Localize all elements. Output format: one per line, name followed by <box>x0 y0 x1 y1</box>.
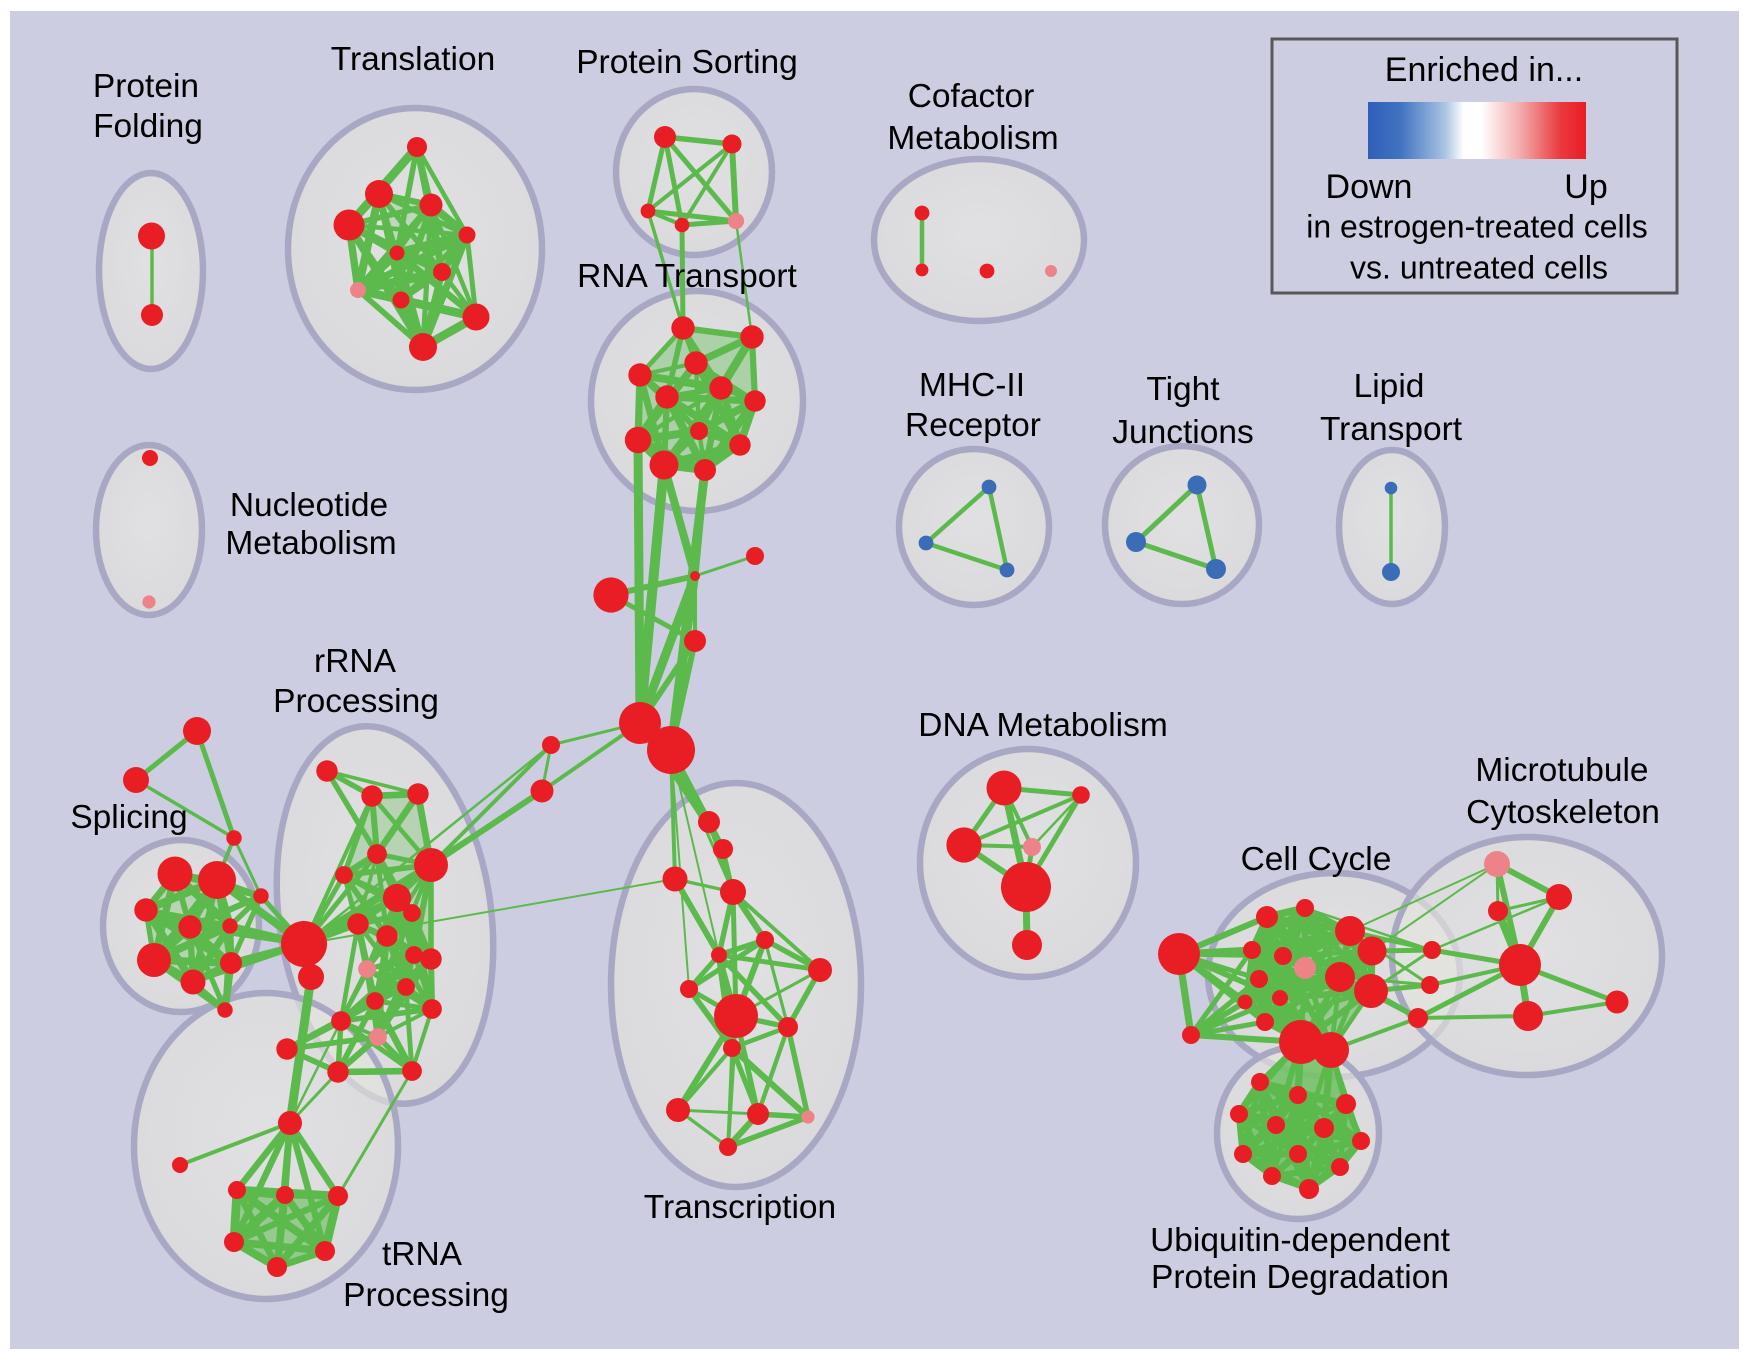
svg-text:Processing: Processing <box>273 683 439 720</box>
svg-text:tRNA: tRNA <box>382 1236 463 1273</box>
svg-text:Metabolism: Metabolism <box>225 525 396 562</box>
svg-text:Tight: Tight <box>1146 371 1220 408</box>
svg-text:Cell Cycle: Cell Cycle <box>1241 841 1392 878</box>
svg-text:Receptor: Receptor <box>905 407 1041 444</box>
svg-text:Up: Up <box>1564 168 1607 206</box>
svg-text:Folding: Folding <box>93 108 203 145</box>
svg-text:RNA Transport: RNA Transport <box>577 258 797 295</box>
svg-text:MHC-II: MHC-II <box>919 367 1025 404</box>
svg-text:Metabolism: Metabolism <box>887 120 1058 157</box>
svg-text:Processing: Processing <box>343 1277 509 1314</box>
svg-text:Protein Degradation: Protein Degradation <box>1151 1259 1449 1296</box>
svg-text:rRNA: rRNA <box>314 643 397 680</box>
svg-text:Protein Sorting: Protein Sorting <box>576 44 798 81</box>
svg-text:in estrogen-treated cells: in estrogen-treated cells <box>1306 208 1648 244</box>
svg-text:Enriched in...: Enriched in... <box>1385 51 1583 89</box>
svg-text:Transcription: Transcription <box>644 1189 836 1226</box>
svg-text:vs. untreated cells: vs. untreated cells <box>1350 249 1608 285</box>
svg-text:Protein: Protein <box>93 68 199 105</box>
svg-text:Cofactor: Cofactor <box>908 78 1035 115</box>
svg-text:Splicing: Splicing <box>70 799 187 836</box>
svg-text:Translation: Translation <box>331 41 495 78</box>
svg-text:Lipid: Lipid <box>1354 368 1425 405</box>
svg-text:Junctions: Junctions <box>1112 414 1254 451</box>
svg-text:Ubiquitin-dependent: Ubiquitin-dependent <box>1150 1222 1451 1259</box>
svg-text:Cytoskeleton: Cytoskeleton <box>1466 794 1660 831</box>
svg-text:Down: Down <box>1326 168 1413 206</box>
svg-text:Nucleotide: Nucleotide <box>230 487 388 524</box>
svg-text:Microtubule: Microtubule <box>1475 752 1648 789</box>
svg-text:DNA Metabolism: DNA Metabolism <box>918 707 1167 744</box>
svg-text:Transport: Transport <box>1320 411 1463 448</box>
